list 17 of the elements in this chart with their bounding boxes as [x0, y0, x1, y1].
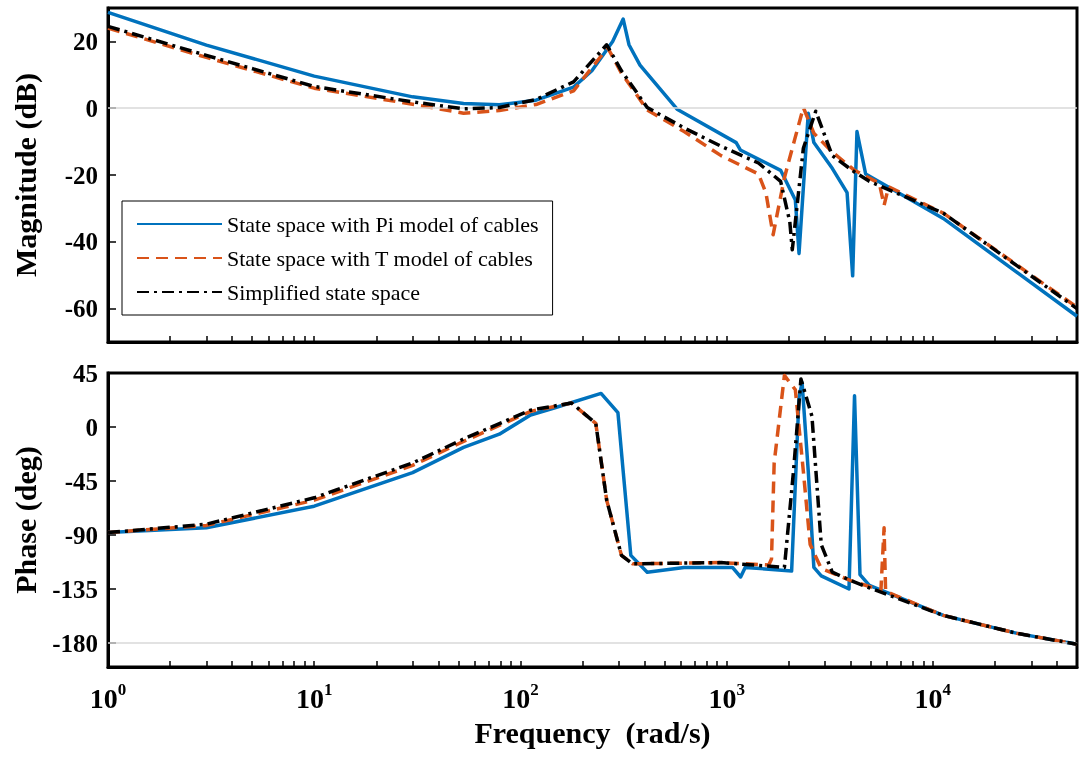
y-tick-label: -180: [52, 629, 98, 657]
y-tick-label: 45: [73, 359, 98, 387]
legend-label: Simplified state space: [227, 279, 421, 305]
y-tick-label: -90: [64, 521, 98, 549]
legend-label: State space with Pi model of cables: [227, 211, 539, 237]
y-tick-label: -135: [52, 575, 98, 603]
y-tick-label: 20: [73, 27, 98, 55]
y-tick-label: 0: [85, 94, 98, 122]
y-tick-label: -20: [64, 161, 98, 189]
y-tick-label: 0: [85, 413, 98, 441]
y-axis-title: Phase (deg): [8, 446, 43, 594]
y-axis-title: Magnitude (dB): [8, 72, 43, 278]
y-tick-label: -45: [64, 467, 98, 495]
y-tick-label: -40: [64, 228, 98, 256]
legend-label: State space with T model of cables: [227, 245, 533, 271]
x-axis-title: Frequency (rad/s): [474, 715, 711, 750]
y-tick-label: -60: [64, 295, 98, 323]
